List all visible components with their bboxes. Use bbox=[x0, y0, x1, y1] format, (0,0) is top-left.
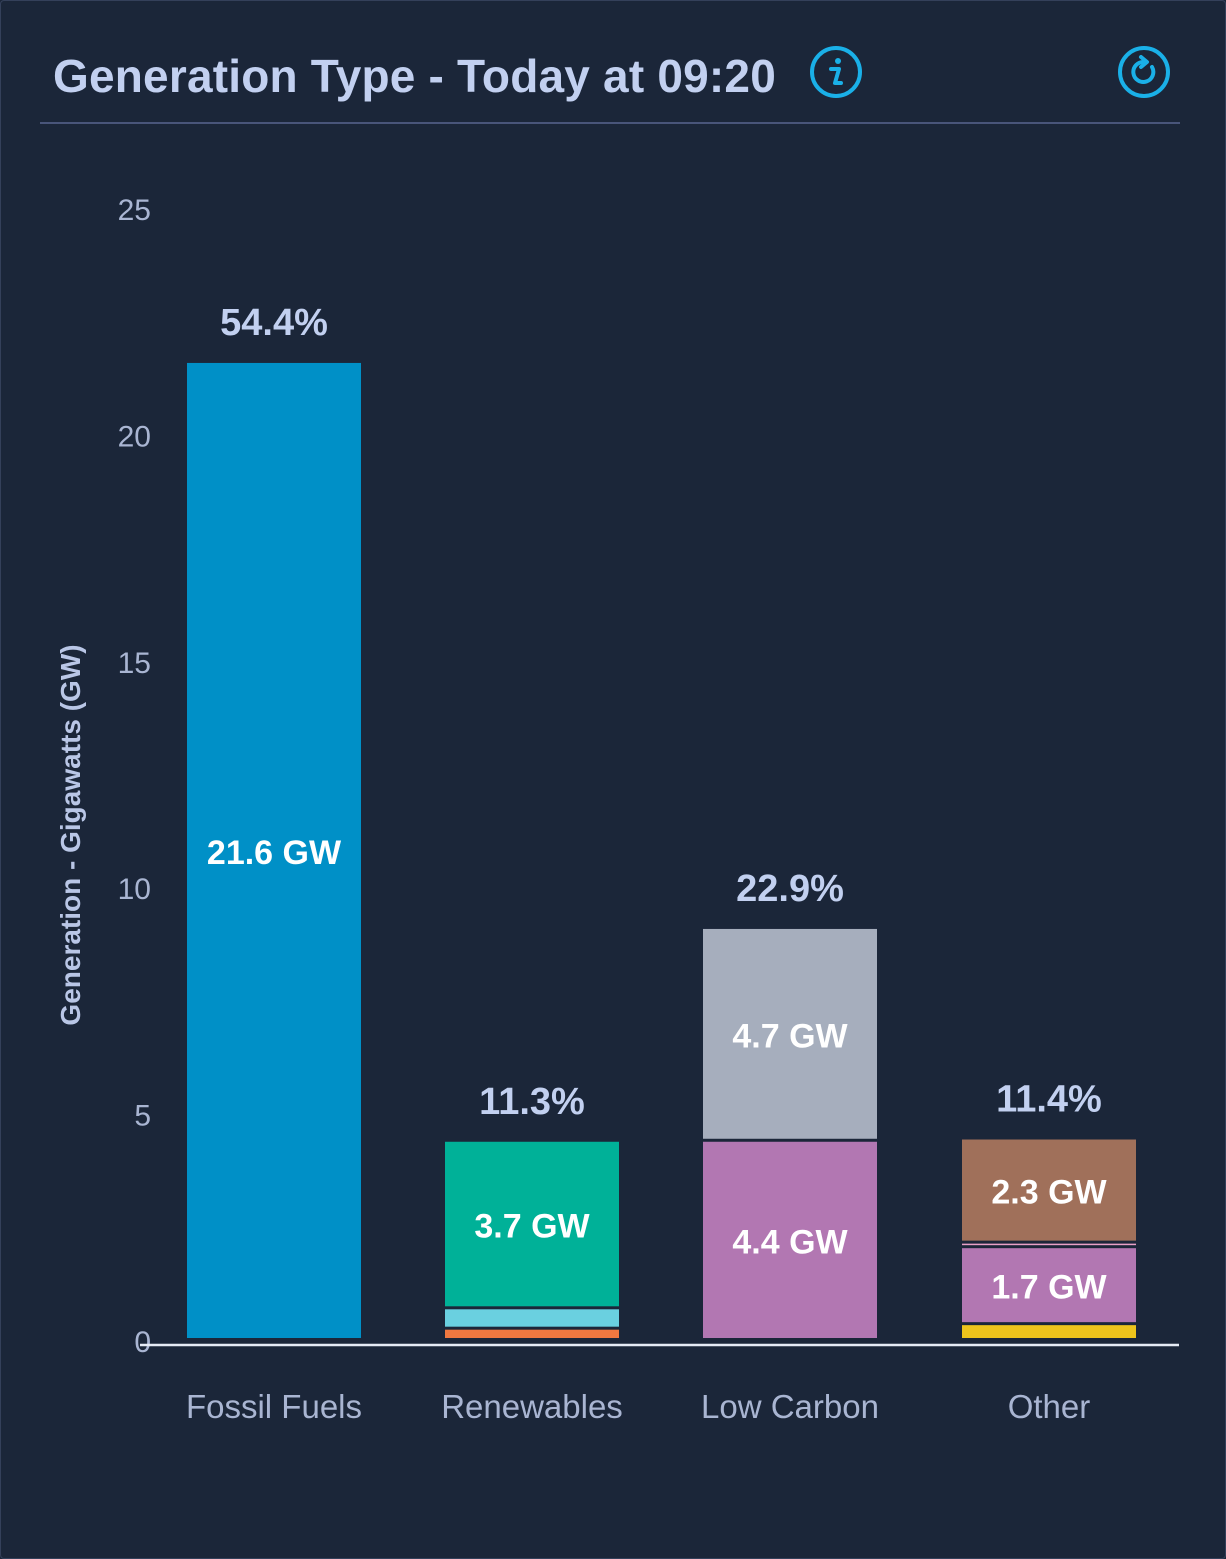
segment-value-label: 4.7 GW bbox=[732, 1017, 848, 1055]
bar-segment bbox=[445, 1309, 619, 1327]
bar-segment bbox=[962, 1248, 1136, 1323]
y-tick-label: 15 bbox=[118, 647, 151, 680]
panel-header: Generation Type - Today at 09:20 bbox=[53, 43, 1185, 107]
segment-value-label: 3.7 GW bbox=[474, 1208, 590, 1246]
segment-value-label: 1.7 GW bbox=[991, 1269, 1107, 1307]
bar-segment bbox=[962, 1139, 1136, 1241]
panel-title: Generation Type - Today at 09:20 bbox=[53, 50, 776, 102]
segment-value-label: 2.3 GW bbox=[991, 1174, 1107, 1212]
segment-value-label: 21.6 GW bbox=[207, 834, 342, 872]
bar-percentage-label: 22.9% bbox=[736, 868, 844, 910]
bar-segment bbox=[962, 1243, 1136, 1246]
y-tick-label: 0 bbox=[134, 1326, 151, 1359]
y-tick-label: 25 bbox=[118, 194, 151, 227]
y-tick-label: 5 bbox=[134, 1100, 151, 1133]
category-label: Low Carbon bbox=[701, 1388, 879, 1425]
bar-percentage-label: 11.3% bbox=[479, 1081, 585, 1123]
header-divider bbox=[40, 122, 1180, 124]
category-label: Other bbox=[1008, 1388, 1091, 1425]
bar-segment bbox=[445, 1141, 619, 1307]
y-tick-label: 10 bbox=[118, 873, 151, 906]
bar-percentage-label: 11.4% bbox=[996, 1079, 1102, 1121]
bar-segment bbox=[703, 928, 877, 1139]
info-icon[interactable] bbox=[809, 45, 863, 99]
bar-percentage-label: 54.4% bbox=[220, 302, 328, 344]
segment-value-label: 4.4 GW bbox=[732, 1223, 848, 1261]
bar-segment bbox=[962, 1325, 1136, 1338]
bar-segment bbox=[703, 1141, 877, 1338]
bar-segment bbox=[187, 362, 361, 1338]
y-tick-label: 20 bbox=[118, 420, 151, 453]
category-label: Renewables bbox=[441, 1388, 623, 1425]
bar-segment bbox=[445, 1329, 619, 1338]
y-axis-title: Generation - Gigawatts (GW) bbox=[55, 644, 86, 1025]
category-label: Fossil Fuels bbox=[186, 1388, 362, 1425]
refresh-icon[interactable] bbox=[1117, 45, 1171, 99]
